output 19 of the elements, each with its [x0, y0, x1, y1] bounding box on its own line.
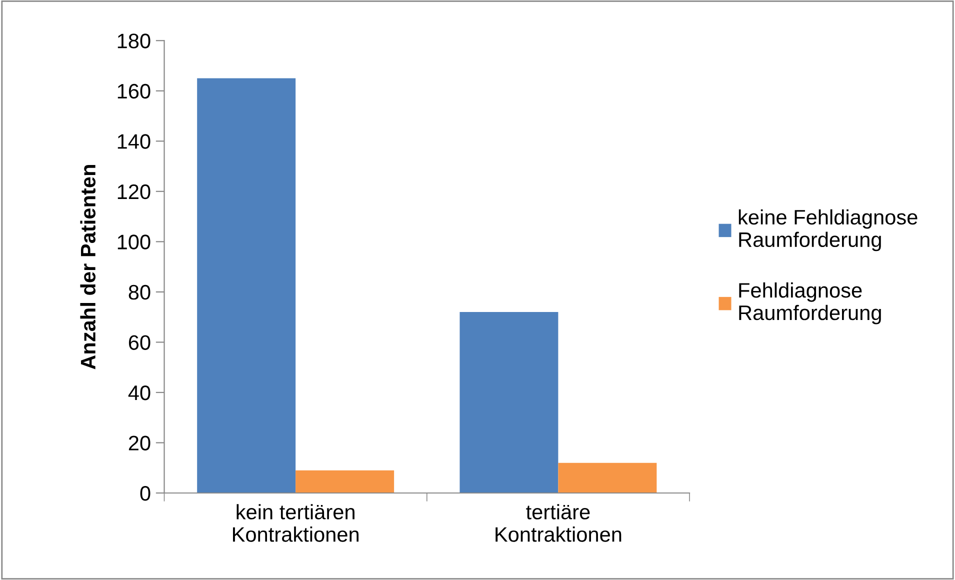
legend-label: Fehldiagnose Raumforderung	[739, 282, 881, 324]
y-tick-label: 100	[118, 234, 150, 250]
y-tick-label: 60	[128, 335, 150, 350]
y-tick-label: 160	[118, 84, 150, 99]
y-tick-label: 0	[140, 486, 150, 501]
y-tick-label: 40	[128, 385, 150, 400]
bar	[296, 470, 394, 493]
y-axis-title: Anzahl der Patienten	[80, 165, 96, 370]
y-tick-label: 20	[128, 436, 150, 450]
y-tick-label: 80	[128, 284, 150, 300]
y-tick-label: 180	[118, 34, 150, 48]
y-tick-label: 120	[118, 184, 150, 200]
legend-label: keine Fehldiagnose Raumforderung	[738, 209, 918, 252]
x-tick-label: tertiäre Kontraktionen	[496, 504, 622, 542]
x-tick-label: kein tertiären Kontraktionen	[233, 504, 359, 542]
bar	[197, 78, 296, 493]
y-tick-label: 140	[118, 134, 150, 149]
bar	[460, 312, 558, 493]
bar	[558, 462, 657, 493]
